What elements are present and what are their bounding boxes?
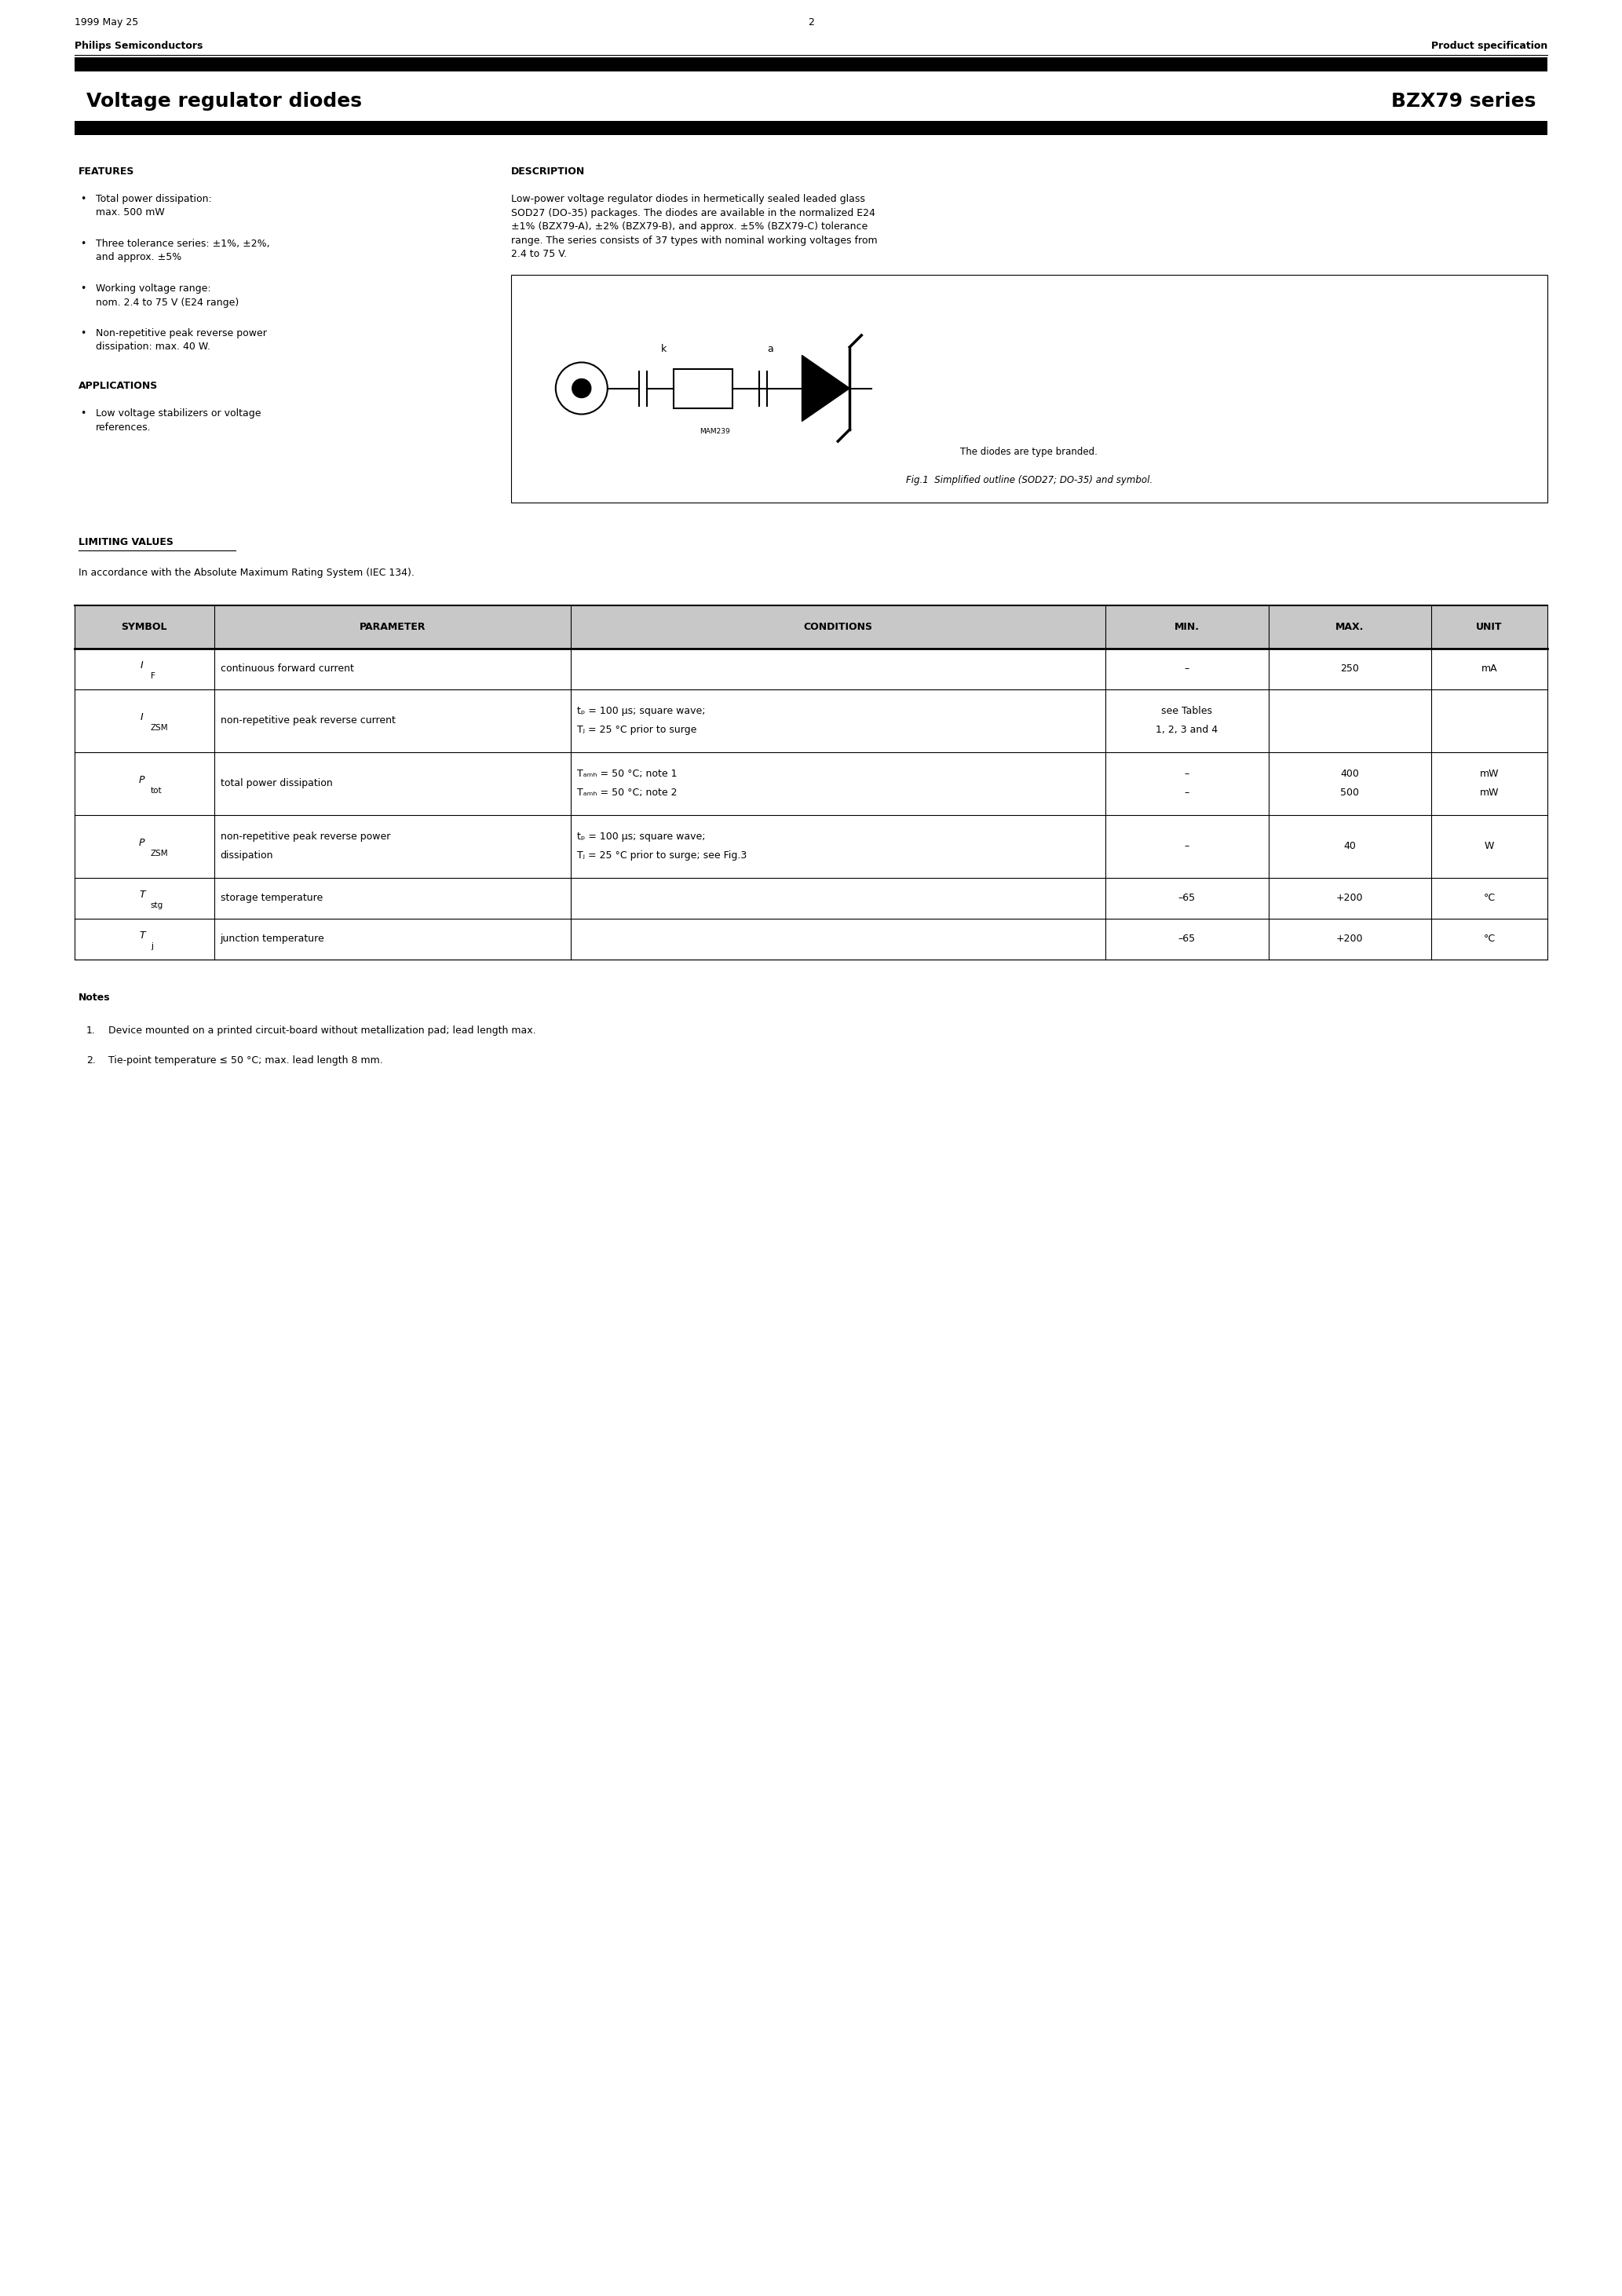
- Text: BZX79 series: BZX79 series: [1392, 92, 1536, 110]
- Text: –: –: [1184, 840, 1189, 852]
- Polygon shape: [801, 356, 850, 420]
- Text: mW: mW: [1479, 769, 1499, 778]
- Text: Non-repetitive peak reverse power: Non-repetitive peak reverse power: [96, 328, 268, 338]
- Text: •: •: [79, 193, 86, 204]
- Text: dissipation: max. 40 W.: dissipation: max. 40 W.: [96, 342, 211, 351]
- Text: k: k: [662, 344, 667, 354]
- Text: Total power dissipation:: Total power dissipation:: [96, 193, 212, 204]
- Text: –: –: [1184, 769, 1189, 778]
- Bar: [75, 122, 1547, 135]
- Text: +200: +200: [1337, 934, 1362, 944]
- Text: I: I: [141, 712, 143, 723]
- Text: PARAMETER: PARAMETER: [358, 622, 425, 631]
- Text: 500: 500: [1340, 788, 1359, 797]
- Text: range. The series consists of 37 types with nominal working voltages from: range. The series consists of 37 types w…: [511, 234, 878, 246]
- Text: The diodes are type branded.: The diodes are type branded.: [960, 448, 1098, 457]
- Text: In accordance with the Absolute Maximum Rating System (IEC 134).: In accordance with the Absolute Maximum …: [78, 567, 415, 579]
- Text: °C: °C: [1484, 893, 1495, 902]
- Text: 2.4 to 75 V.: 2.4 to 75 V.: [511, 248, 566, 259]
- Text: T: T: [139, 889, 144, 900]
- Text: –65: –65: [1178, 893, 1195, 902]
- Text: Fig.1  Simplified outline (SOD27; DO-35) and symbol.: Fig.1 Simplified outline (SOD27; DO-35) …: [905, 475, 1153, 484]
- Text: P: P: [139, 838, 144, 847]
- Text: SOD27 (DO-35) packages. The diodes are available in the normalized E24: SOD27 (DO-35) packages. The diodes are a…: [511, 207, 876, 218]
- Bar: [75, 606, 1547, 647]
- Text: –: –: [1184, 664, 1189, 673]
- Text: MIN.: MIN.: [1174, 622, 1200, 631]
- Text: Tₐₘₕ = 50 °C; note 1: Tₐₘₕ = 50 °C; note 1: [577, 769, 676, 778]
- Text: UNIT: UNIT: [1476, 622, 1502, 631]
- Text: and approx. ±5%: and approx. ±5%: [96, 253, 182, 262]
- Circle shape: [573, 379, 590, 397]
- Text: non-repetitive peak reverse current: non-repetitive peak reverse current: [221, 716, 396, 726]
- Text: Tₐₘₕ = 50 °C; note 2: Tₐₘₕ = 50 °C; note 2: [577, 788, 676, 797]
- Text: DESCRIPTION: DESCRIPTION: [511, 168, 586, 177]
- Text: 1, 2, 3 and 4: 1, 2, 3 and 4: [1156, 726, 1218, 735]
- Text: tot: tot: [151, 788, 162, 794]
- Text: MAM239: MAM239: [699, 427, 730, 434]
- Bar: [673, 370, 733, 409]
- Text: Working voltage range:: Working voltage range:: [96, 282, 211, 294]
- Text: APPLICATIONS: APPLICATIONS: [78, 381, 157, 390]
- Text: dissipation: dissipation: [221, 850, 274, 861]
- Text: FEATURES: FEATURES: [78, 168, 135, 177]
- Text: •: •: [79, 409, 86, 418]
- Text: tₚ = 100 μs; square wave;: tₚ = 100 μs; square wave;: [577, 705, 706, 716]
- Text: j: j: [151, 941, 152, 951]
- Text: Low voltage stabilizers or voltage: Low voltage stabilizers or voltage: [96, 409, 261, 418]
- Text: 1999 May 25: 1999 May 25: [75, 18, 138, 28]
- Text: 2.: 2.: [86, 1054, 96, 1065]
- Text: see Tables: see Tables: [1161, 705, 1213, 716]
- Text: MAX.: MAX.: [1335, 622, 1364, 631]
- Text: mA: mA: [1481, 664, 1497, 673]
- Text: T: T: [139, 930, 144, 941]
- Text: references.: references.: [96, 422, 151, 432]
- Text: I: I: [141, 661, 143, 670]
- Text: Tie-point temperature ≤ 50 °C; max. lead length 8 mm.: Tie-point temperature ≤ 50 °C; max. lead…: [109, 1054, 383, 1065]
- Text: Tⱼ = 25 °C prior to surge: Tⱼ = 25 °C prior to surge: [577, 726, 696, 735]
- Text: nom. 2.4 to 75 V (E24 range): nom. 2.4 to 75 V (E24 range): [96, 296, 238, 308]
- Text: Philips Semiconductors: Philips Semiconductors: [75, 41, 203, 51]
- Text: Low-power voltage regulator diodes in hermetically sealed leaded glass: Low-power voltage regulator diodes in he…: [511, 193, 865, 204]
- Bar: [511, 276, 1547, 503]
- Text: LIMITING VALUES: LIMITING VALUES: [78, 537, 174, 549]
- Text: F: F: [151, 673, 156, 680]
- Text: continuous forward current: continuous forward current: [221, 664, 354, 673]
- Text: total power dissipation: total power dissipation: [221, 778, 333, 788]
- Text: 40: 40: [1343, 840, 1356, 852]
- Text: stg: stg: [151, 900, 164, 909]
- Text: Tⱼ = 25 °C prior to surge; see Fig.3: Tⱼ = 25 °C prior to surge; see Fig.3: [577, 850, 746, 861]
- Text: storage temperature: storage temperature: [221, 893, 323, 902]
- Text: junction temperature: junction temperature: [221, 934, 324, 944]
- Text: •: •: [79, 328, 86, 338]
- Text: tₚ = 100 μs; square wave;: tₚ = 100 μs; square wave;: [577, 831, 706, 843]
- Text: °C: °C: [1484, 934, 1495, 944]
- Text: Three tolerance series: ±1%, ±2%,: Three tolerance series: ±1%, ±2%,: [96, 239, 269, 248]
- Text: 250: 250: [1340, 664, 1359, 673]
- Text: –65: –65: [1178, 934, 1195, 944]
- Text: a: a: [767, 344, 774, 354]
- Text: ZSM: ZSM: [151, 723, 169, 732]
- Text: SYMBOL: SYMBOL: [122, 622, 167, 631]
- Text: Voltage regulator diodes: Voltage regulator diodes: [86, 92, 362, 110]
- Text: Notes: Notes: [78, 992, 110, 1003]
- Text: P: P: [139, 776, 144, 785]
- Text: 2: 2: [808, 18, 814, 28]
- Text: Product specification: Product specification: [1431, 41, 1547, 51]
- Text: max. 500 mW: max. 500 mW: [96, 207, 165, 218]
- Text: 1.: 1.: [86, 1024, 96, 1035]
- Text: •: •: [79, 282, 86, 294]
- Text: CONDITIONS: CONDITIONS: [803, 622, 873, 631]
- Text: ±1% (BZX79-A), ±2% (BZX79-B), and approx. ±5% (BZX79-C) tolerance: ±1% (BZX79-A), ±2% (BZX79-B), and approx…: [511, 220, 868, 232]
- Text: –: –: [1184, 788, 1189, 797]
- Text: Device mounted on a printed circuit-board without metallization pad; lead length: Device mounted on a printed circuit-boar…: [109, 1024, 535, 1035]
- Text: W: W: [1484, 840, 1494, 852]
- Text: ZSM: ZSM: [151, 850, 169, 856]
- Text: +200: +200: [1337, 893, 1362, 902]
- Text: •: •: [79, 239, 86, 248]
- Text: non-repetitive peak reverse power: non-repetitive peak reverse power: [221, 831, 391, 843]
- Bar: [75, 57, 1547, 71]
- Text: 400: 400: [1340, 769, 1359, 778]
- Text: mW: mW: [1479, 788, 1499, 797]
